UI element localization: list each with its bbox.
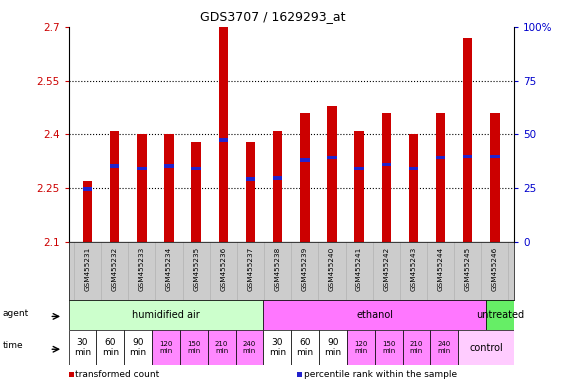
Bar <box>403 330 431 365</box>
Bar <box>355 167 364 170</box>
Text: GSM455233: GSM455233 <box>139 247 145 291</box>
Bar <box>191 167 201 170</box>
Text: GSM455236: GSM455236 <box>220 247 226 291</box>
Bar <box>436 156 445 159</box>
Text: time: time <box>3 341 23 350</box>
Text: transformed count: transformed count <box>75 370 160 379</box>
Text: GSM455239: GSM455239 <box>302 247 308 291</box>
Bar <box>490 155 500 159</box>
Bar <box>191 142 201 242</box>
Text: GSM455240: GSM455240 <box>329 247 335 291</box>
Bar <box>208 330 236 365</box>
Text: GDS3707 / 1629293_at: GDS3707 / 1629293_at <box>200 10 345 23</box>
Bar <box>263 300 486 330</box>
Bar <box>273 131 283 242</box>
Text: GSM455242: GSM455242 <box>383 247 389 291</box>
Text: GSM455238: GSM455238 <box>275 247 280 291</box>
Text: humidified air: humidified air <box>132 310 200 320</box>
Bar <box>69 330 96 365</box>
Bar <box>219 138 228 142</box>
Text: 240
min: 240 min <box>243 341 256 354</box>
Text: 90
min: 90 min <box>324 338 341 357</box>
Text: GSM455235: GSM455235 <box>193 247 199 291</box>
Bar <box>381 163 391 166</box>
Text: 210
min: 210 min <box>410 341 423 354</box>
Text: GSM455234: GSM455234 <box>166 247 172 291</box>
Text: 150
min: 150 min <box>382 341 395 354</box>
Bar <box>69 300 263 330</box>
Text: percentile rank within the sample: percentile rank within the sample <box>304 370 457 379</box>
Bar <box>96 330 124 365</box>
Bar <box>409 134 418 242</box>
Bar <box>219 27 228 242</box>
Bar <box>263 330 291 365</box>
Text: 60
min: 60 min <box>102 338 119 357</box>
Text: GSM455232: GSM455232 <box>112 247 118 291</box>
Text: agent: agent <box>3 309 29 318</box>
Bar <box>463 155 472 159</box>
Bar <box>83 181 93 242</box>
Text: 30
min: 30 min <box>269 338 286 357</box>
Text: 120
min: 120 min <box>354 341 368 354</box>
Bar <box>164 134 174 242</box>
Bar <box>458 330 514 365</box>
Bar <box>490 113 500 242</box>
Bar <box>347 330 375 365</box>
Bar <box>355 131 364 242</box>
Bar <box>124 330 152 365</box>
Bar <box>180 330 208 365</box>
Text: 30
min: 30 min <box>74 338 91 357</box>
Text: ethanol: ethanol <box>356 310 393 320</box>
Bar <box>327 106 337 242</box>
Bar <box>463 38 472 242</box>
Text: GSM455246: GSM455246 <box>492 247 498 291</box>
Text: GSM455241: GSM455241 <box>356 247 362 291</box>
Text: 90
min: 90 min <box>130 338 147 357</box>
Text: GSM455245: GSM455245 <box>465 247 471 291</box>
Text: 60
min: 60 min <box>296 338 313 357</box>
Bar <box>83 187 93 191</box>
Bar <box>291 330 319 365</box>
Text: 210
min: 210 min <box>215 341 228 354</box>
Bar <box>137 167 147 170</box>
Text: untreated: untreated <box>476 310 524 320</box>
Bar <box>273 176 283 180</box>
Bar <box>110 131 119 242</box>
Bar <box>137 134 147 242</box>
Bar <box>300 159 309 162</box>
Bar <box>327 156 337 159</box>
Bar <box>246 142 255 242</box>
Text: 120
min: 120 min <box>159 341 172 354</box>
Bar <box>300 113 309 242</box>
Text: 240
min: 240 min <box>438 341 451 354</box>
Bar <box>381 113 391 242</box>
Bar <box>164 164 174 168</box>
Text: 150
min: 150 min <box>187 341 200 354</box>
Bar <box>319 330 347 365</box>
Bar <box>375 330 403 365</box>
Text: GSM455244: GSM455244 <box>437 247 444 291</box>
Text: GSM455237: GSM455237 <box>247 247 254 291</box>
Bar <box>431 330 458 365</box>
Bar <box>486 300 514 330</box>
Text: GSM455231: GSM455231 <box>85 247 91 291</box>
Bar <box>409 167 418 170</box>
Bar <box>152 330 180 365</box>
Text: control: control <box>469 343 503 353</box>
Bar <box>436 113 445 242</box>
Bar <box>246 177 255 181</box>
Text: GSM455243: GSM455243 <box>411 247 416 291</box>
Bar <box>235 330 263 365</box>
Bar <box>110 164 119 168</box>
